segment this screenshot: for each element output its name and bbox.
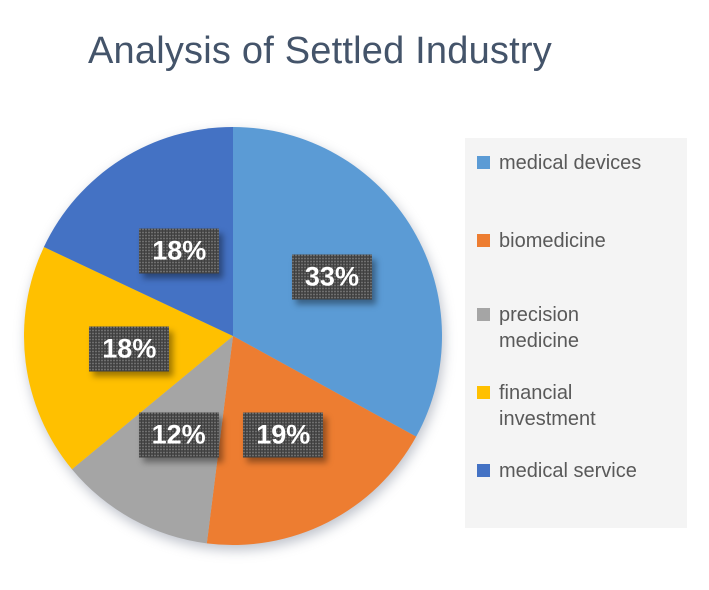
legend-item-label: biomedicine	[499, 230, 606, 252]
legend-swatch-icon	[477, 234, 490, 247]
legend-item: precision medicine	[477, 302, 579, 354]
pie-chart: 33% 19% 12% 18% 18%	[24, 127, 442, 545]
legend-item: medical service	[477, 458, 637, 484]
legend-item: biomedicine	[477, 228, 606, 254]
pie-data-label: 19%	[243, 412, 324, 458]
pie-slice-medical-service	[43, 127, 233, 336]
legend-item-label: financial investment	[499, 382, 596, 430]
legend-swatch-icon	[477, 464, 490, 477]
legend-swatch-icon	[477, 308, 490, 321]
legend-item-label: medical service	[499, 460, 637, 482]
pie-plot	[24, 127, 442, 545]
pie-data-label: 33%	[291, 254, 372, 300]
chart-title: Analysis of Settled Industry	[88, 30, 552, 72]
legend-swatch-icon	[477, 386, 490, 399]
legend: medical devices biomedicine precision me…	[465, 138, 687, 528]
legend-item-label: precision medicine	[499, 304, 580, 352]
legend-item-label: medical devices	[499, 152, 642, 174]
legend-swatch-icon	[477, 156, 490, 169]
legend-item: financial investment	[477, 380, 596, 432]
pie-data-label: 12%	[138, 412, 219, 458]
pie-data-label: 18%	[139, 228, 220, 274]
legend-item: medical devices	[477, 150, 641, 176]
pie-data-label: 18%	[89, 326, 170, 372]
